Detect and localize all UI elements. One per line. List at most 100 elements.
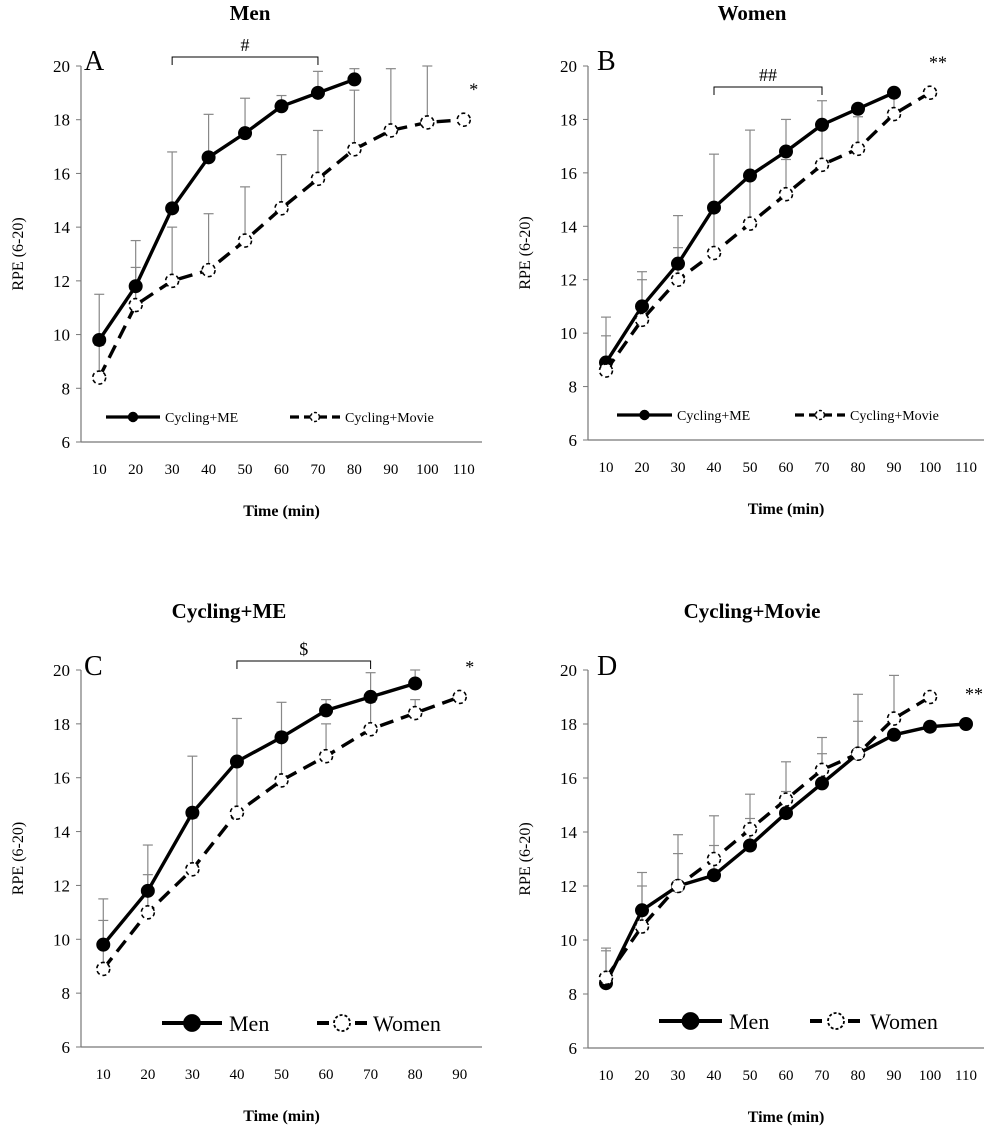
- data-point: [635, 299, 649, 314]
- legend-label: Women: [870, 1009, 938, 1034]
- data-point: [923, 719, 937, 734]
- data-point: [140, 883, 155, 898]
- x-tick-label: 40: [201, 462, 216, 478]
- data-point: [779, 144, 793, 159]
- y-tick-label: 8: [569, 985, 578, 1004]
- data-point: [95, 961, 111, 977]
- y-tick-label: 6: [569, 431, 578, 450]
- data-point: [670, 272, 686, 288]
- x-axis-title: Time (min): [243, 1108, 320, 1125]
- legend-marker: [183, 1014, 201, 1032]
- legend-label: Men: [729, 1009, 769, 1034]
- y-tick-label: 8: [569, 378, 578, 397]
- y-tick-label: 14: [560, 217, 578, 236]
- data-point: [229, 805, 245, 821]
- data-point: [922, 689, 938, 705]
- panel-d: Cycling+Movie D 6 8 10 12 14 16 18 20 10 20 30 40 50 60…: [517, 599, 984, 1126]
- x-tick-label: 10: [599, 1068, 614, 1084]
- data-point: [274, 201, 289, 216]
- series-line-cycling-movie: [97, 118, 464, 379]
- x-axis-title: Time (min): [748, 501, 825, 518]
- x-tick-label: 90: [887, 460, 902, 476]
- legend-marker: [814, 409, 826, 421]
- y-tick-label: 18: [560, 715, 577, 734]
- data-point: [347, 72, 362, 87]
- series-line-women: [604, 695, 931, 979]
- x-tick-label: 80: [851, 1068, 866, 1084]
- data-point: [92, 332, 107, 347]
- data-point: [185, 861, 200, 877]
- x-tick-label: 80: [851, 460, 866, 476]
- legend-label: Cycling+Movie: [850, 409, 939, 424]
- legend-marker: [333, 1014, 351, 1032]
- x-tick-label: 110: [955, 460, 977, 476]
- data-point: [452, 689, 468, 705]
- y-tick-label: 12: [560, 877, 577, 896]
- data-point: [886, 711, 902, 726]
- x-tick-label: 60: [779, 1068, 794, 1084]
- data-point: [420, 115, 435, 130]
- x-tick-label: 40: [707, 1068, 722, 1084]
- x-tick-label: 60: [319, 1067, 334, 1083]
- y-tick-label: 12: [560, 271, 577, 290]
- data-point: [383, 123, 399, 138]
- x-tick-label: 100: [919, 1068, 942, 1084]
- legend-marker: [681, 1012, 700, 1030]
- panel-title: Men: [230, 1, 271, 25]
- data-point: [363, 721, 378, 737]
- significance-label: $: [299, 639, 308, 659]
- x-tick-label: 70: [815, 460, 830, 476]
- y-tick-label: 6: [62, 1038, 71, 1057]
- x-tick-label: 90: [383, 462, 398, 478]
- data-point: [634, 919, 650, 934]
- data-point: [815, 117, 829, 132]
- y-axis-title: RPE (6-20): [10, 822, 27, 895]
- series-line-cycling-movie: [604, 91, 931, 372]
- series-line-women: [101, 695, 461, 970]
- panel-title: Cycling+Movie: [684, 599, 821, 623]
- data-point: [887, 85, 901, 100]
- y-tick-label: 10: [53, 930, 70, 949]
- data-point: [742, 821, 758, 837]
- y-tick-label: 20: [53, 661, 70, 680]
- x-tick-label: 110: [453, 462, 475, 478]
- data-point: [850, 746, 866, 762]
- y-tick-label: 8: [62, 379, 71, 398]
- panel-a: Men A 6 8 10 12 14 16 18 20 10 20 30 40 50 60 70 80 90 100 1…: [10, 1, 482, 520]
- y-tick-label: 20: [560, 661, 577, 680]
- significance-bracket: [236, 660, 372, 669]
- y-tick-label: 10: [560, 324, 577, 343]
- data-point: [201, 262, 216, 278]
- end-significance-marker: **: [965, 684, 983, 704]
- y-tick-label: 14: [560, 823, 578, 842]
- series-line-men: [101, 681, 416, 946]
- y-tick-label: 20: [560, 57, 577, 76]
- data-point: [347, 141, 362, 157]
- data-point: [274, 730, 289, 745]
- data-point: [319, 703, 334, 718]
- x-tick-label: 20: [635, 1068, 650, 1084]
- x-tick-label: 10: [599, 460, 614, 476]
- x-tick-label: 10: [92, 462, 107, 478]
- data-point: [887, 727, 901, 742]
- data-point: [922, 85, 938, 101]
- panel-title: Women: [718, 1, 787, 25]
- data-point: [128, 279, 143, 294]
- panel-letter: C: [84, 651, 103, 682]
- x-tick-label: 30: [165, 462, 180, 478]
- y-tick-label: 18: [560, 110, 577, 129]
- data-point: [634, 312, 650, 328]
- x-tick-label: 60: [274, 462, 289, 478]
- data-point: [274, 99, 289, 114]
- y-tick-label: 10: [560, 931, 577, 950]
- legend-label: Men: [229, 1011, 269, 1036]
- data-point: [598, 970, 614, 986]
- end-significance-marker: **: [929, 53, 947, 73]
- legend-marker: [309, 411, 321, 423]
- y-axis-title: RPE (6-20): [10, 217, 27, 290]
- x-tick-label: 40: [229, 1067, 244, 1083]
- y-tick-label: 6: [569, 1039, 578, 1058]
- x-tick-label: 50: [238, 462, 253, 478]
- x-tick-label: 10: [96, 1067, 111, 1083]
- x-tick-label: 110: [955, 1068, 977, 1084]
